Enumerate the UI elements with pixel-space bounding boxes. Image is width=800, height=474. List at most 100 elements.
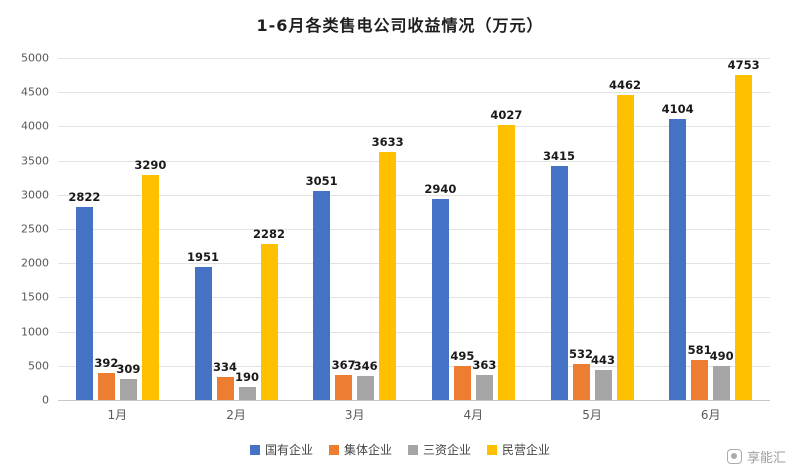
bar-value-label: 4104 <box>661 102 694 117</box>
bar-value-label: 334 <box>212 360 238 375</box>
y-tick-label: 1000 <box>21 325 49 339</box>
y-tick-label: 2500 <box>21 222 49 236</box>
bar-value-label: 581 <box>687 343 712 358</box>
gridline <box>58 331 770 333</box>
plot-area: 0 500 1000 1500 2000 2500 3000 3500 4000 4500 5000… <box>21 52 770 407</box>
bar: 4027 <box>490 108 522 400</box>
watermark-label: 享能汇 <box>746 451 786 466</box>
gridline <box>58 229 770 230</box>
bar: 4104 <box>662 102 694 400</box>
bar: 334 <box>213 360 237 400</box>
bar: 4462 <box>609 78 641 400</box>
bar: 3051 <box>306 174 338 400</box>
chart-title: 1-6月各类售电公司收益情况（万元） <box>256 16 544 35</box>
bar: 190 <box>235 370 259 400</box>
bar-value-label: 4027 <box>490 107 523 122</box>
legend-swatch <box>408 444 418 455</box>
gridline <box>58 58 770 59</box>
x-axis-labels: 1月 2月 3月 4月 5月 6月 <box>58 406 770 423</box>
y-tick-label: 5000 <box>21 51 49 65</box>
legend-item: 国有企业 <box>249 441 313 458</box>
bar-value-label: 1951 <box>186 249 220 264</box>
bar: 2822 <box>68 190 100 400</box>
bar: 532 <box>569 347 593 400</box>
bar-value-label: 495 <box>450 349 475 364</box>
x-tick-label: 5月 <box>582 408 602 422</box>
bar: 495 <box>450 349 474 400</box>
bar-group: 2940 495 363 4027 <box>414 58 533 400</box>
y-tick-label: 4000 <box>21 119 49 133</box>
x-tick-label: 3月 <box>344 408 365 422</box>
gridline <box>58 126 770 128</box>
bar-value-label: 3415 <box>543 149 576 164</box>
bar-value-label: 3051 <box>305 174 338 189</box>
y-tick-label: 1500 <box>21 290 49 304</box>
bar-value-label: 490 <box>709 349 734 364</box>
gridline <box>58 92 770 94</box>
gridline <box>58 194 770 196</box>
bar: 581 <box>688 343 712 400</box>
bar-value-label: 4462 <box>609 77 642 92</box>
y-tick-label: 3000 <box>21 188 49 202</box>
bar: 392 <box>94 356 118 400</box>
y-tick-label: 4500 <box>21 85 49 99</box>
bar-group: 3415 532 443 4462 <box>533 58 652 400</box>
bar-value-label: 392 <box>94 356 119 371</box>
bar: 3633 <box>372 135 404 400</box>
bar-value-label: 190 <box>234 370 260 385</box>
bar-value-label: 2282 <box>252 226 286 241</box>
legend-label: 国有企业 <box>264 443 313 457</box>
bar-value-label: 363 <box>472 358 497 373</box>
bar-value-label: 367 <box>331 357 356 372</box>
x-tick-label: 1月 <box>107 408 128 422</box>
watermark: 享能汇 <box>726 447 786 466</box>
bar: 490 <box>710 349 734 400</box>
xiangnenghui-logo-icon <box>726 449 742 464</box>
legend: 国有企业 集体企业 三资企业 民营企业 <box>0 441 800 458</box>
y-tick-label: 500 <box>28 359 49 373</box>
legend-item: 三资企业 <box>408 441 471 458</box>
legend-item: 集体企业 <box>328 441 392 458</box>
legend-item: 民营企业 <box>487 441 550 458</box>
legend-swatch <box>249 444 260 455</box>
bar: 3290 <box>134 158 166 400</box>
legend-label: 民营企业 <box>502 443 551 457</box>
bar-value-label: 443 <box>591 352 616 367</box>
bar-group: 1951 334 190 2282 <box>177 58 296 400</box>
gridline <box>58 160 770 162</box>
bar: 309 <box>116 362 140 400</box>
legend-swatch <box>328 444 339 455</box>
bar: 4753 <box>728 58 760 400</box>
gridline <box>58 365 770 367</box>
bar: 363 <box>472 358 496 400</box>
x-tick-label: 6月 <box>700 408 721 422</box>
bar-value-label: 532 <box>569 346 594 361</box>
bar: 346 <box>354 359 378 400</box>
bar-value-label: 3290 <box>134 157 167 172</box>
bar-value-label: 2940 <box>424 181 457 196</box>
bar-value-label: 2822 <box>68 189 101 204</box>
bar: 2282 <box>253 227 285 400</box>
x-tick-label: 2月 <box>226 408 246 422</box>
bar-group: 3051 367 346 3633 <box>295 58 414 400</box>
bar: 367 <box>332 358 356 400</box>
bar-group: 2822 392 309 3290 <box>58 58 177 400</box>
bar-value-label: 3633 <box>371 134 404 149</box>
x-tick-label: 4月 <box>463 408 484 422</box>
bar: 3415 <box>543 149 575 400</box>
y-tick-label: 0 <box>42 393 49 407</box>
x-axis-line <box>58 400 770 401</box>
y-tick-label: 2000 <box>21 256 49 270</box>
bar: 1951 <box>187 250 219 400</box>
legend-label: 集体企业 <box>343 443 392 457</box>
y-tick-label: 3500 <box>21 154 49 168</box>
bar-groups: 2822 392 309 3290 1951 334 190 2282 3051 367 346 36… <box>58 58 770 400</box>
legend-swatch <box>487 444 498 455</box>
bar-value-label: 309 <box>116 361 141 376</box>
bar-value-label: 4753 <box>727 57 760 72</box>
bar: 2940 <box>424 182 456 400</box>
bar-group: 4104 581 490 4753 <box>651 58 770 400</box>
legend-label: 三资企业 <box>423 443 472 457</box>
gridline <box>58 297 770 299</box>
